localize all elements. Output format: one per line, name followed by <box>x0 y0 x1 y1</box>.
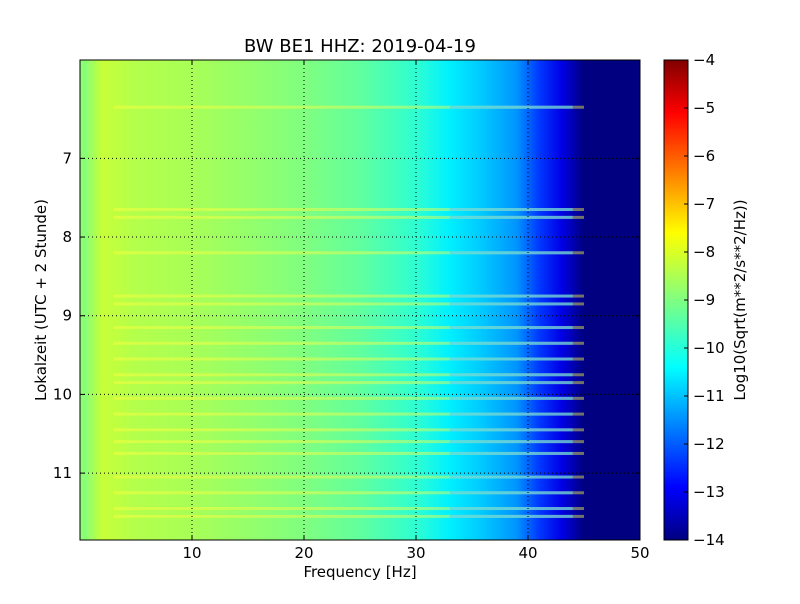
spectral-band-high <box>449 514 573 518</box>
spectral-band <box>113 440 584 444</box>
spectral-band <box>113 475 584 479</box>
colorbar-label: Log10(Sqrt(m**2/s**2/Hz)) <box>731 199 749 400</box>
spectral-band-high <box>449 302 573 306</box>
x-tick-label: 20 <box>294 544 313 562</box>
colorbar-tick-label: −12 <box>693 435 725 453</box>
colorbar-tick-label: −13 <box>693 483 725 501</box>
spectral-band <box>113 302 584 306</box>
spectral-band <box>113 428 584 432</box>
spectral-band-high <box>449 326 573 330</box>
spectral-band-high <box>449 208 573 212</box>
horizontal-bands <box>113 105 584 518</box>
colorbar-tick-label: −6 <box>693 147 715 165</box>
y-tick-label: 8 <box>62 228 72 246</box>
spectral-band-high <box>449 381 573 385</box>
x-tick-label: 50 <box>630 544 649 562</box>
chart-title: BW BE1 HHZ: 2019-04-19 <box>244 36 476 57</box>
colorbar-tick-label: −4 <box>693 51 715 69</box>
y-tick-label: 7 <box>62 149 72 167</box>
colorbar-tick-label: −8 <box>693 243 715 261</box>
spectral-band <box>113 514 584 518</box>
colorbar-tick-label: −14 <box>693 531 725 549</box>
spectral-band <box>113 208 584 212</box>
spectral-band <box>113 507 584 511</box>
spectral-band-high <box>449 475 573 479</box>
spectral-band-high <box>449 341 573 345</box>
plot-area: 10 20 30 40 50 7 8 9 10 11 <box>53 59 650 562</box>
y-tick-label: 9 <box>62 307 72 325</box>
colorbar-tick-label: −10 <box>693 339 725 357</box>
spectral-band <box>113 326 584 330</box>
spectral-band-high <box>449 215 573 219</box>
spectral-band-high <box>449 428 573 432</box>
spectral-band-high <box>449 412 573 416</box>
spectral-band <box>113 412 584 416</box>
colorbar: −4 −5 −6 −7 −8 −9 −10 −11 −12 −13 −14 Log10(Sqrt(m… <box>663 51 749 549</box>
spectral-band <box>113 105 584 109</box>
spectral-band <box>113 294 584 298</box>
spectral-band-high <box>449 251 573 255</box>
colorbar-tick-label: −9 <box>693 291 715 309</box>
spectral-band-high <box>449 105 573 109</box>
spectral-band-high <box>449 373 573 377</box>
spectrogram-background <box>80 60 640 540</box>
spectral-band-high <box>449 491 573 495</box>
colorbar-tick-label: −7 <box>693 195 715 213</box>
spectral-band-high <box>449 396 573 400</box>
spectral-band-high <box>449 451 573 455</box>
colorbar-tick-label: −5 <box>693 99 715 117</box>
spectral-band <box>113 396 584 400</box>
x-tick-label: 30 <box>406 544 425 562</box>
spectral-band-high <box>449 294 573 298</box>
y-axis: 7 8 9 10 11 <box>53 149 640 482</box>
spectral-band-high <box>449 507 573 511</box>
x-tick-label: 10 <box>182 544 201 562</box>
spectral-band <box>113 381 584 385</box>
spectral-band-high <box>449 440 573 444</box>
y-tick-label: 11 <box>53 464 72 482</box>
spectral-band <box>113 251 584 255</box>
x-axis: 10 20 30 40 50 <box>182 60 650 562</box>
x-tick-label: 40 <box>518 544 537 562</box>
spectral-band <box>113 451 584 455</box>
colorbar-ticks: −4 −5 −6 −7 −8 −9 −10 −11 −12 −13 −14 <box>684 51 725 549</box>
spectral-band <box>113 357 584 361</box>
y-axis-label: Lokalzeit (UTC + 2 Stunde) <box>32 199 50 401</box>
y-tick-label: 10 <box>53 385 72 403</box>
spectral-band-high <box>449 357 573 361</box>
spectral-band <box>113 341 584 345</box>
spectral-band <box>113 491 584 495</box>
spectral-band <box>113 373 584 377</box>
x-axis-label: Frequency [Hz] <box>303 563 416 581</box>
colorbar-tick-label: −11 <box>693 387 725 405</box>
spectral-band <box>113 215 584 219</box>
plot-frame <box>79 59 641 541</box>
